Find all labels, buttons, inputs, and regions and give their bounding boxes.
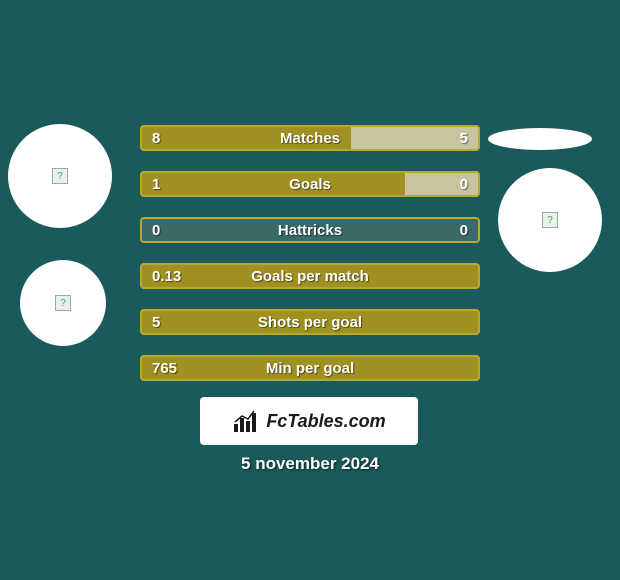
infographic-root: Florian Ballas vs Wurm Club competitions… <box>0 0 620 580</box>
stat-bar: 10Goals <box>140 171 480 197</box>
stat-bar: 765Min per goal <box>140 355 480 381</box>
date-text: 5 november 2024 <box>0 454 620 474</box>
bar-label: Min per goal <box>140 360 480 377</box>
stat-bar: 5Shots per goal <box>140 309 480 335</box>
brand-text: FcTables.com <box>266 411 385 432</box>
bar-label: Goals <box>140 176 480 193</box>
stat-bar: 0.13Goals per match <box>140 263 480 289</box>
brand-bars-icon <box>232 410 260 432</box>
stat-bars: 85Matches 10Goals 00Hattricks 0.13Goals per… <box>140 125 480 401</box>
stat-bar: 85Matches <box>140 125 480 151</box>
bar-label: Goals per match <box>140 268 480 285</box>
bar-label: Hattricks <box>140 222 480 239</box>
stat-bar: 00Hattricks <box>140 217 480 243</box>
brand-box: FcTables.com <box>200 397 418 445</box>
bar-label: Shots per goal <box>140 314 480 331</box>
bar-label: Matches <box>140 130 480 147</box>
